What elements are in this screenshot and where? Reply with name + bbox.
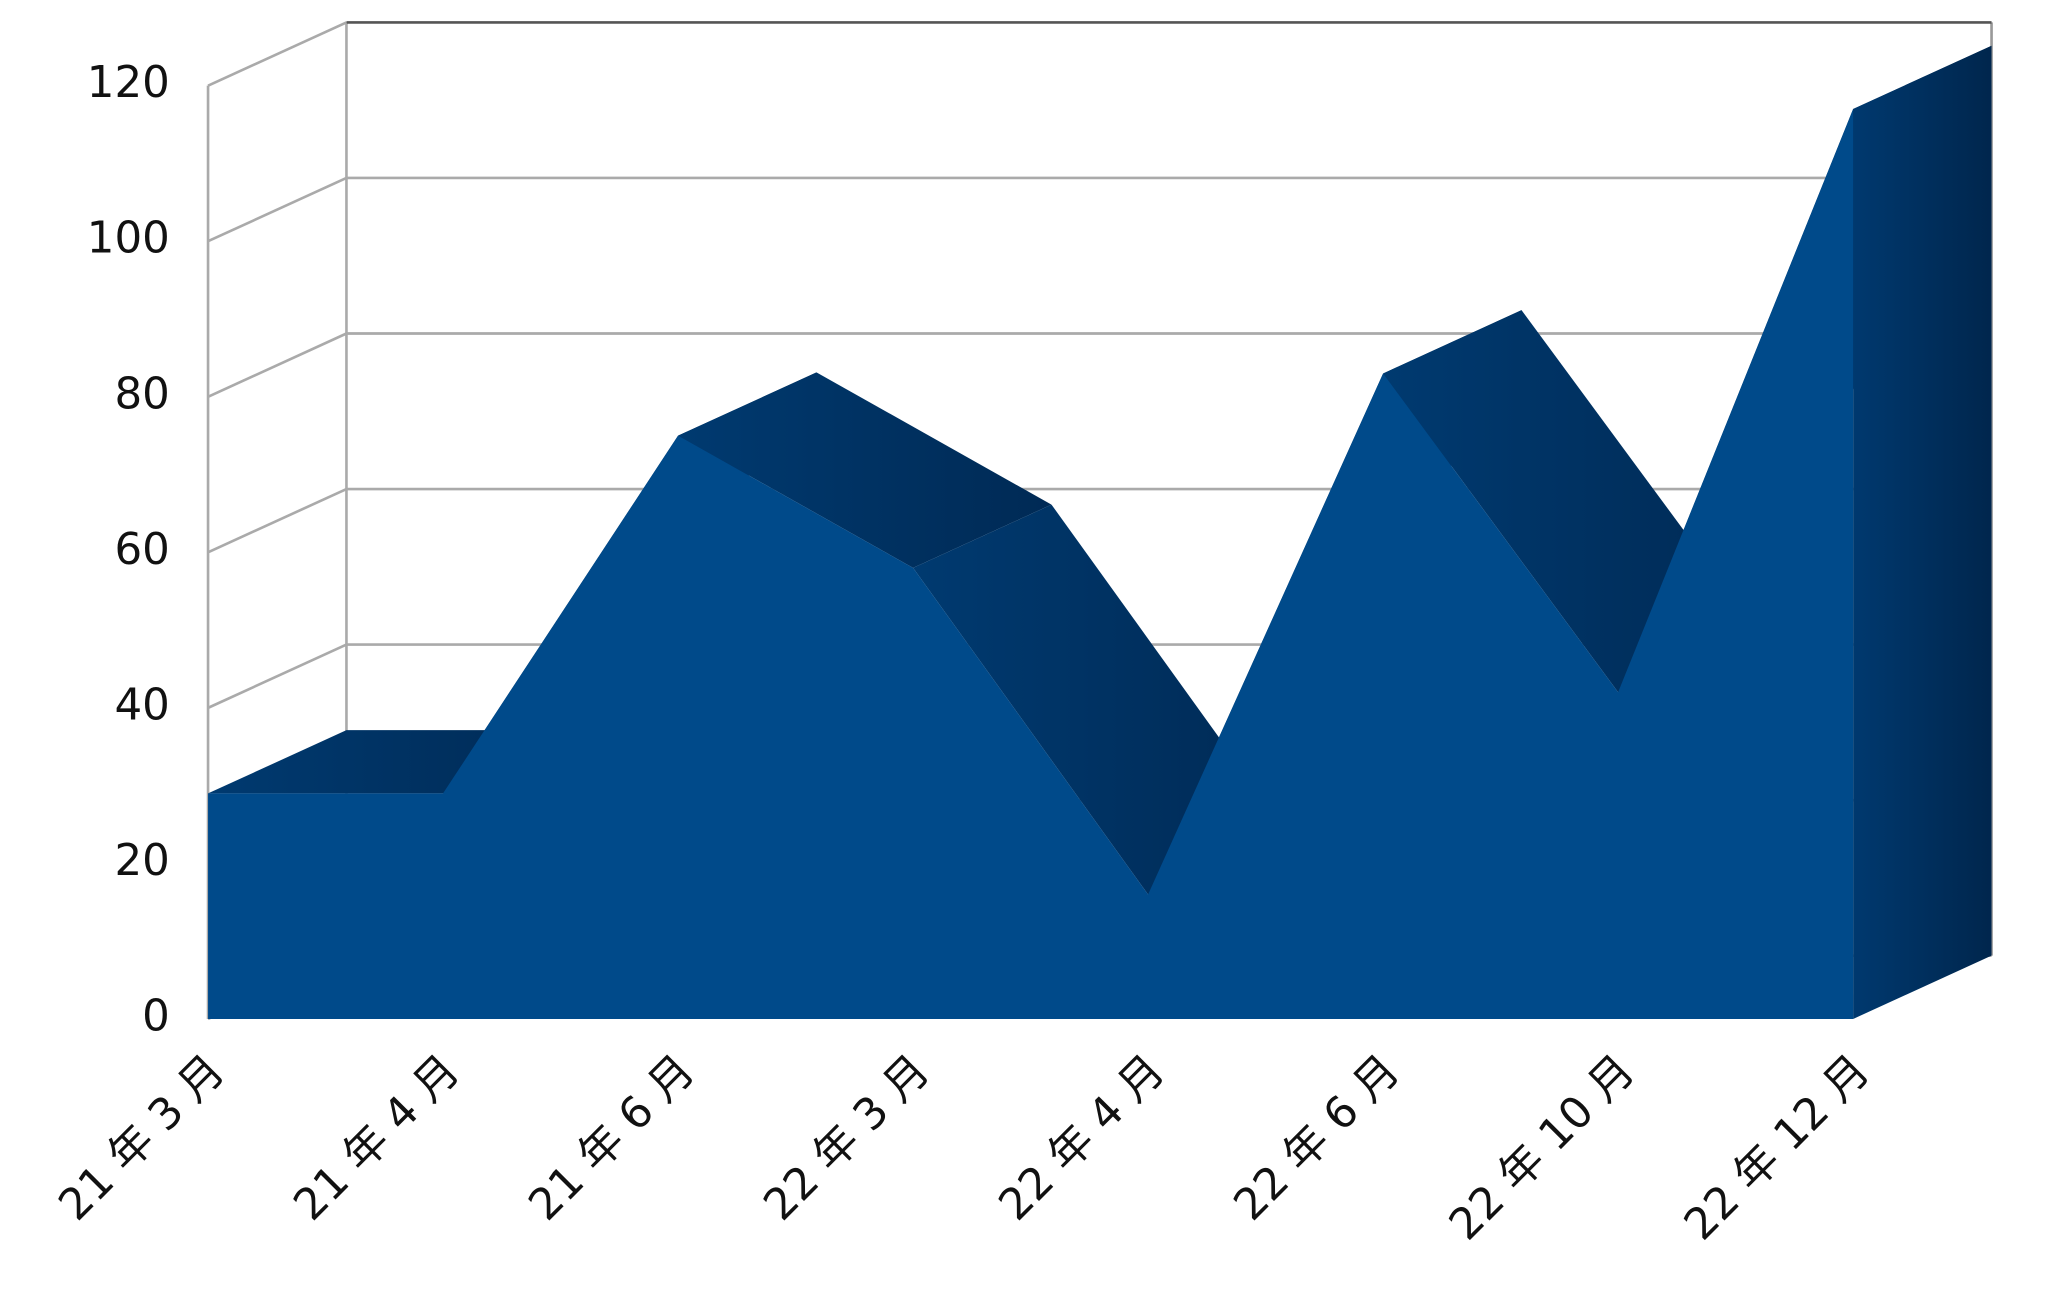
y-tick-label: 20 — [114, 836, 169, 886]
grid-line — [207, 176, 348, 243]
y-tick-label: 40 — [114, 680, 169, 730]
x-tick-label: 22 年 12 月 — [1675, 1046, 1879, 1250]
x-tick-label: 21 年 4 月 — [285, 1046, 470, 1231]
area — [208, 109, 1854, 1019]
area-side-face — [1853, 45, 1992, 1019]
y-tick-label: 80 — [114, 369, 169, 419]
x-tick-label: 21 年 6 月 — [520, 1046, 705, 1231]
x-tick-label: 22 年 4 月 — [990, 1046, 1175, 1231]
x-tick-label: 22 年 6 月 — [1225, 1046, 1410, 1231]
y-tick-label: 60 — [114, 525, 169, 575]
x-tick-label: 21 年 3 月 — [50, 1046, 235, 1231]
x-tick-label: 22 年 3 月 — [755, 1046, 940, 1231]
area-top-face — [678, 372, 1052, 568]
x-tick-label: 22 年 10 月 — [1440, 1046, 1644, 1250]
y-tick-label: 120 — [87, 58, 170, 108]
grid-line — [207, 332, 348, 398]
grid-line — [207, 21, 348, 87]
grid-line — [207, 643, 348, 710]
y-tick-label: 100 — [87, 214, 170, 264]
grid-line — [207, 487, 348, 554]
y-tick-label: 0 — [142, 991, 170, 1041]
